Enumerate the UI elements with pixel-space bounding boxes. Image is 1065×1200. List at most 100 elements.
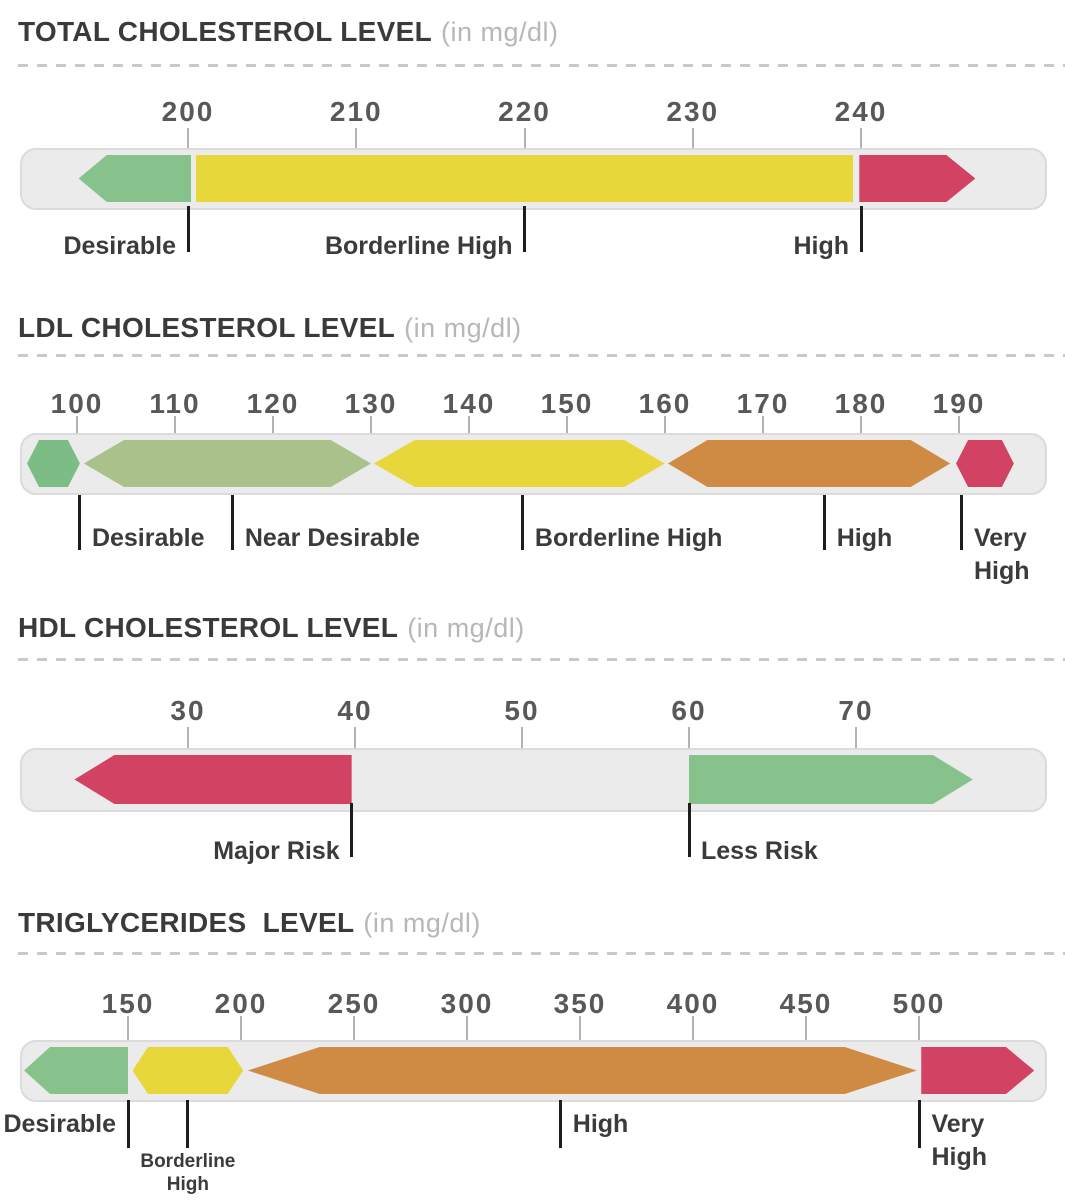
axis-tick-label: 150 bbox=[101, 988, 155, 1019]
axis-tick-line bbox=[918, 1016, 920, 1048]
range-label-desirable: Desirable bbox=[3, 1110, 116, 1138]
dashed-divider bbox=[18, 658, 1065, 661]
dashed-divider bbox=[18, 952, 1065, 955]
range-tick-very-high bbox=[917, 1100, 921, 1148]
axis-tick-line bbox=[353, 1016, 355, 1048]
zone-very-high bbox=[921, 1047, 1034, 1094]
section-title: TOTAL CHOLESTEROL LEVEL bbox=[18, 16, 432, 47]
axis-tick-label: 200 bbox=[214, 988, 268, 1019]
range-tick-borderline-high bbox=[186, 1100, 190, 1148]
range-tick-borderline-high bbox=[521, 495, 525, 550]
section-header: LDL CHOLESTEROL LEVEL (in mg/dl) bbox=[18, 312, 522, 344]
axis-tick-label: 250 bbox=[327, 988, 381, 1019]
axis-tick-line bbox=[187, 128, 189, 162]
axis-tick-line bbox=[355, 128, 358, 162]
range-label-near-desirable: Near Desirable bbox=[244, 524, 420, 552]
axis-tick-label: 50 bbox=[504, 695, 540, 726]
zone-desirable bbox=[27, 440, 80, 487]
axis-tick-label: 500 bbox=[892, 988, 946, 1019]
zone-high bbox=[248, 1047, 917, 1094]
axis-tick-line bbox=[466, 1016, 468, 1048]
range-label-high: High bbox=[793, 232, 849, 260]
section-title: HDL CHOLESTEROL LEVEL bbox=[18, 612, 399, 643]
range-label-very-high: Very High bbox=[973, 524, 1030, 585]
axis-tick-label: 70 bbox=[838, 695, 874, 726]
axis-tick-line bbox=[523, 128, 526, 162]
unit-label: (in mg/dl) bbox=[440, 17, 559, 47]
range-tick-high bbox=[859, 206, 863, 252]
axis-tick-label: 160 bbox=[638, 388, 692, 419]
axis-tick-label: 200 bbox=[161, 96, 215, 127]
axis-tick-line bbox=[240, 1016, 242, 1048]
zone-borderline-high bbox=[196, 155, 853, 202]
section-ldl-cholesterol: LDL CHOLESTEROL LEVEL (in mg/dl) 100 110 120… bbox=[0, 295, 1065, 590]
axis-tick-label: 400 bbox=[666, 988, 720, 1019]
range-tick-very-high bbox=[960, 495, 964, 550]
axis-tick-label: 130 bbox=[344, 388, 398, 419]
range-tick-desirable bbox=[126, 1100, 130, 1148]
unit-label: (in mg/dl) bbox=[404, 313, 522, 343]
section-hdl-cholesterol: HDL CHOLESTEROL LEVEL (in mg/dl) 30 40 50 60 7… bbox=[0, 598, 1065, 893]
range-label-less-risk: Less Risk bbox=[701, 837, 818, 865]
axis-tick-label: 60 bbox=[671, 695, 707, 726]
range-label-major-risk: Major Risk bbox=[213, 837, 340, 865]
dashed-divider bbox=[18, 64, 1065, 67]
axis-tick-label: 180 bbox=[834, 388, 888, 419]
range-tick-high bbox=[559, 1100, 563, 1148]
axis-tick-label: 210 bbox=[329, 96, 383, 127]
range-label-high: High bbox=[572, 1110, 629, 1138]
section-header: TRIGLYCERIDES LEVEL (in mg/dl) bbox=[18, 907, 481, 939]
axis-tick-label: 220 bbox=[498, 96, 551, 127]
range-label-high: High bbox=[836, 524, 893, 552]
axis-tick-label: 120 bbox=[246, 388, 300, 419]
axis-tick-label: 190 bbox=[932, 388, 986, 419]
axis-tick-label: 450 bbox=[779, 988, 833, 1019]
axis-tick-label: 240 bbox=[834, 96, 888, 127]
range-tick-desirable bbox=[78, 495, 82, 550]
zone-less-risk bbox=[689, 755, 973, 804]
range-tick-near-desirable bbox=[231, 495, 235, 550]
axis-tick-label: 350 bbox=[553, 988, 607, 1019]
unit-label: (in mg/dl) bbox=[363, 908, 481, 938]
axis-tick-label: 30 bbox=[170, 695, 206, 726]
axis-tick-label: 230 bbox=[666, 96, 720, 127]
zone-major-risk bbox=[74, 755, 352, 804]
section-title: TRIGLYCERIDES LEVEL bbox=[18, 907, 355, 938]
range-label-borderline-high: Borderline High bbox=[534, 524, 723, 552]
range-label-very-high: Very High bbox=[931, 1110, 987, 1171]
range-label-borderline-high: Borderline High bbox=[324, 232, 513, 260]
axis-tick-line bbox=[579, 1016, 581, 1048]
unit-label: (in mg/dl) bbox=[407, 613, 525, 643]
section-header: HDL CHOLESTEROL LEVEL (in mg/dl) bbox=[18, 612, 525, 644]
axis-tick-line bbox=[860, 128, 862, 162]
zone-very-high bbox=[956, 440, 1014, 487]
range-label-desirable: Desirable bbox=[91, 524, 205, 552]
section-title: LDL CHOLESTEROL LEVEL bbox=[18, 312, 396, 343]
range-label-borderline-high: Borderline High bbox=[140, 1151, 236, 1195]
section-triglycerides: TRIGLYCERIDES LEVEL (in mg/dl) 150 200 250 30… bbox=[0, 893, 1065, 1195]
section-header: TOTAL CHOLESTEROL LEVEL (in mg/dl) bbox=[18, 16, 559, 48]
range-tick-desirable bbox=[186, 206, 190, 252]
axis-tick-label: 150 bbox=[540, 388, 594, 419]
zone-borderline-high bbox=[133, 1047, 244, 1094]
axis-tick-line bbox=[692, 1016, 694, 1048]
axis-tick-label: 170 bbox=[736, 388, 790, 419]
axis-tick-label: 300 bbox=[440, 988, 494, 1019]
dashed-divider bbox=[18, 354, 1065, 357]
range-tick-less-risk bbox=[687, 803, 691, 857]
range-tick-major-risk bbox=[350, 803, 354, 857]
zone-high bbox=[668, 440, 950, 487]
axis-tick-label: 100 bbox=[50, 388, 104, 419]
section-total-cholesterol: TOTAL CHOLESTEROL LEVEL (in mg/dl) 200 210 2… bbox=[0, 0, 1065, 295]
axis-tick-label: 110 bbox=[149, 388, 201, 419]
axis-tick-line bbox=[127, 1016, 129, 1048]
range-tick-borderline-high bbox=[523, 206, 526, 252]
range-tick-high bbox=[823, 495, 827, 550]
zone-near-desirable bbox=[84, 440, 371, 487]
range-label-desirable: Desirable bbox=[63, 232, 176, 260]
axis-tick-label: 40 bbox=[337, 695, 373, 726]
axis-tick-line bbox=[805, 1016, 807, 1048]
axis-tick-line bbox=[691, 128, 694, 162]
axis-tick-label: 140 bbox=[442, 388, 496, 419]
